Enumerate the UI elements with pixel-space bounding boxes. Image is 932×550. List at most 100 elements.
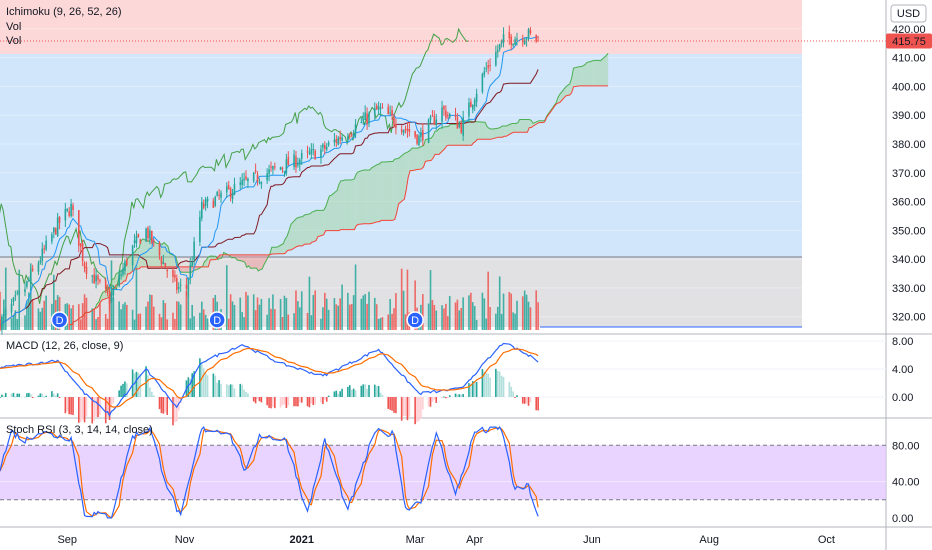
macd-histogram-bar bbox=[475, 381, 478, 397]
volume-bar bbox=[274, 309, 276, 330]
macd-histogram-bar bbox=[4, 392, 7, 397]
legend-ichimoku[interactable]: Ichimoku (9, 26, 52, 26) bbox=[6, 6, 122, 18]
cloud-segment bbox=[242, 254, 245, 263]
candle-body bbox=[120, 274, 122, 276]
dividend-marker[interactable]: D bbox=[208, 311, 226, 329]
volume-bar bbox=[445, 303, 447, 330]
macd-histogram-bar bbox=[523, 397, 526, 404]
price-tick-label: 360.00 bbox=[892, 197, 926, 209]
macd-histogram-bar bbox=[441, 397, 443, 398]
macd-histogram-bar bbox=[416, 397, 418, 423]
price-tick-label: 400.00 bbox=[892, 81, 926, 93]
macd-histogram-bar bbox=[152, 395, 155, 397]
cloud-segment bbox=[527, 119, 530, 133]
cloud-segment bbox=[529, 119, 532, 128]
cloud-segment bbox=[385, 161, 391, 221]
candle-body bbox=[395, 124, 397, 129]
currency-button[interactable]: USD bbox=[890, 4, 927, 23]
ichimoku-cloud bbox=[69, 53, 609, 325]
volume-bar bbox=[37, 308, 40, 330]
legend-macd[interactable]: MACD (12, 26, close, 9) bbox=[6, 340, 123, 352]
candle-body bbox=[489, 65, 491, 67]
cloud-segment bbox=[433, 131, 436, 158]
cloud-segment bbox=[250, 254, 257, 269]
macd-histogram bbox=[0, 358, 539, 426]
legend-stoch-rsi[interactable]: Stoch RSI (3, 3, 14, 14, close) bbox=[6, 424, 153, 436]
candle-body bbox=[4, 309, 7, 315]
macd-histogram-bar bbox=[489, 377, 491, 397]
time-tick-label: Oct bbox=[818, 534, 835, 546]
candle-body bbox=[241, 179, 243, 185]
macd-histogram-bar bbox=[252, 397, 255, 402]
macd-histogram-bar bbox=[225, 384, 228, 397]
candle-body bbox=[310, 149, 313, 155]
volume-bar bbox=[147, 301, 149, 330]
volume-bar bbox=[427, 303, 430, 330]
volume-bar bbox=[414, 280, 416, 330]
volume-bar bbox=[483, 298, 486, 330]
cloud-segment bbox=[340, 180, 343, 230]
macd-lines bbox=[0, 342, 539, 418]
candle-body bbox=[149, 230, 151, 239]
macd-histogram-bar bbox=[322, 397, 324, 405]
candle-body bbox=[347, 136, 349, 140]
volume-bar bbox=[297, 301, 299, 330]
candle-body bbox=[162, 261, 165, 264]
volume-bar bbox=[68, 304, 70, 330]
macd-histogram-bar bbox=[70, 397, 72, 415]
candle-body bbox=[118, 273, 120, 287]
volume-bar bbox=[26, 301, 28, 330]
macd-histogram-bar bbox=[402, 397, 405, 417]
candle-body bbox=[131, 245, 134, 266]
candle-body bbox=[441, 107, 443, 122]
candle-body bbox=[473, 100, 476, 107]
macd-histogram-bar bbox=[429, 397, 432, 407]
macd-histogram-bar bbox=[427, 397, 430, 407]
candle-body bbox=[266, 173, 268, 181]
legend-vol-2[interactable]: Vol bbox=[6, 35, 21, 47]
macd-histogram-bar bbox=[514, 397, 516, 398]
cloud-segment bbox=[248, 254, 251, 269]
macd-histogram-bar bbox=[58, 397, 61, 399]
dividend-marker[interactable]: D bbox=[50, 311, 69, 329]
candle-body bbox=[297, 163, 299, 166]
volume-bar bbox=[70, 308, 72, 330]
volume-bar bbox=[529, 307, 532, 330]
cloud-segment bbox=[519, 119, 526, 133]
candle-body bbox=[514, 39, 516, 45]
macd-histogram-bar bbox=[320, 397, 322, 403]
cloud-segment bbox=[237, 254, 243, 262]
candle-body bbox=[308, 152, 311, 154]
volume-bar bbox=[333, 298, 336, 330]
macd-histogram-bar bbox=[85, 397, 88, 417]
cloud-segment bbox=[277, 243, 284, 254]
candle-body bbox=[496, 50, 499, 53]
cloud-segment bbox=[325, 201, 328, 231]
volume-bar bbox=[391, 313, 393, 330]
dividend-marker[interactable]: D bbox=[406, 311, 424, 329]
cloud-segment bbox=[181, 266, 184, 273]
candle-body bbox=[29, 270, 32, 283]
macd-histogram-bar bbox=[352, 388, 355, 397]
cloud-segment bbox=[337, 184, 340, 231]
volume-bar bbox=[487, 271, 489, 330]
macd-histogram-bar bbox=[239, 383, 242, 397]
candle-body bbox=[475, 93, 478, 102]
cloud-segment bbox=[342, 180, 345, 230]
macd-histogram-bar bbox=[31, 397, 34, 398]
candle-body bbox=[375, 105, 378, 110]
volume-bar bbox=[281, 317, 284, 330]
volume-bar bbox=[31, 299, 34, 330]
candle-body bbox=[177, 286, 180, 289]
cloud-segment bbox=[448, 124, 451, 146]
candle-body bbox=[312, 149, 315, 151]
cloud-segment bbox=[475, 121, 478, 142]
cloud-segment bbox=[331, 190, 338, 231]
macd-histogram-bar bbox=[468, 383, 470, 397]
macd-histogram-bar bbox=[418, 397, 420, 421]
macd-histogram-bar bbox=[420, 397, 422, 419]
macd-histogram-bar bbox=[310, 397, 313, 404]
legend-vol-1[interactable]: Vol bbox=[6, 21, 21, 33]
macd-histogram-bar bbox=[204, 373, 207, 397]
